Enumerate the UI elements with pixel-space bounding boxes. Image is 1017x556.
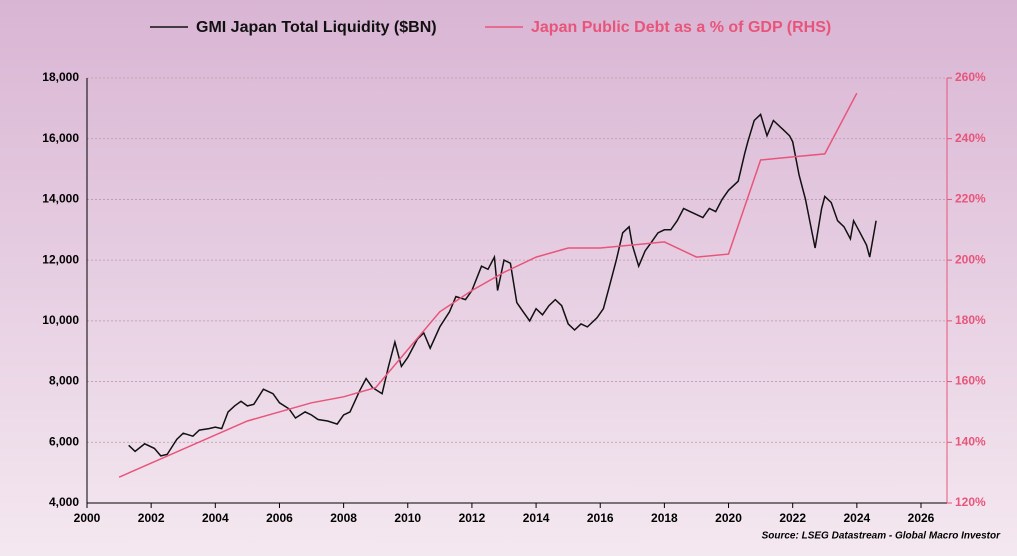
x-tick-label: 2008 bbox=[330, 511, 357, 525]
series-line bbox=[118, 92, 858, 478]
x-tick-label: 2020 bbox=[715, 511, 742, 525]
y-tick-label: 4,000 bbox=[49, 495, 79, 509]
x-tick-label: 2026 bbox=[908, 511, 935, 525]
x-tick-label: 2022 bbox=[779, 511, 806, 525]
x-tick-label: 2000 bbox=[74, 511, 101, 525]
y2-tick-label: 180% bbox=[955, 313, 986, 327]
y-tick-label: 16,000 bbox=[42, 131, 79, 145]
y-tick-label: 12,000 bbox=[42, 252, 79, 266]
y-tick-label: 6,000 bbox=[49, 434, 79, 448]
x-tick-label: 2010 bbox=[394, 511, 421, 525]
y2-tick-label: 200% bbox=[955, 252, 986, 266]
y2-tick-label: 140% bbox=[955, 434, 986, 448]
y2-tick-label: 260% bbox=[955, 70, 986, 84]
x-tick-label: 2004 bbox=[202, 511, 229, 525]
y-tick-label: 8,000 bbox=[49, 374, 79, 388]
legend-label: Japan Public Debt as a % of GDP (RHS) bbox=[531, 19, 831, 36]
y2-tick-label: 120% bbox=[955, 495, 986, 509]
y2-tick-label: 160% bbox=[955, 374, 986, 388]
x-tick-label: 2014 bbox=[523, 511, 550, 525]
legend-label: GMI Japan Total Liquidity ($BN) bbox=[196, 19, 437, 36]
x-tick-label: 2002 bbox=[138, 511, 165, 525]
x-tick-label: 2006 bbox=[266, 511, 293, 525]
series-line bbox=[128, 113, 877, 457]
y-tick-label: 18,000 bbox=[42, 70, 79, 84]
y2-tick-label: 220% bbox=[955, 192, 986, 206]
y-tick-label: 10,000 bbox=[42, 313, 79, 327]
x-tick-label: 2016 bbox=[587, 511, 614, 525]
x-tick-label: 2018 bbox=[651, 511, 678, 525]
x-tick-label: 2024 bbox=[843, 511, 870, 525]
y2-tick-label: 240% bbox=[955, 131, 986, 145]
y-tick-label: 14,000 bbox=[42, 192, 79, 206]
x-tick-label: 2012 bbox=[459, 511, 486, 525]
source-note: Source: LSEG Datastream - Global Macro I… bbox=[762, 531, 1002, 542]
